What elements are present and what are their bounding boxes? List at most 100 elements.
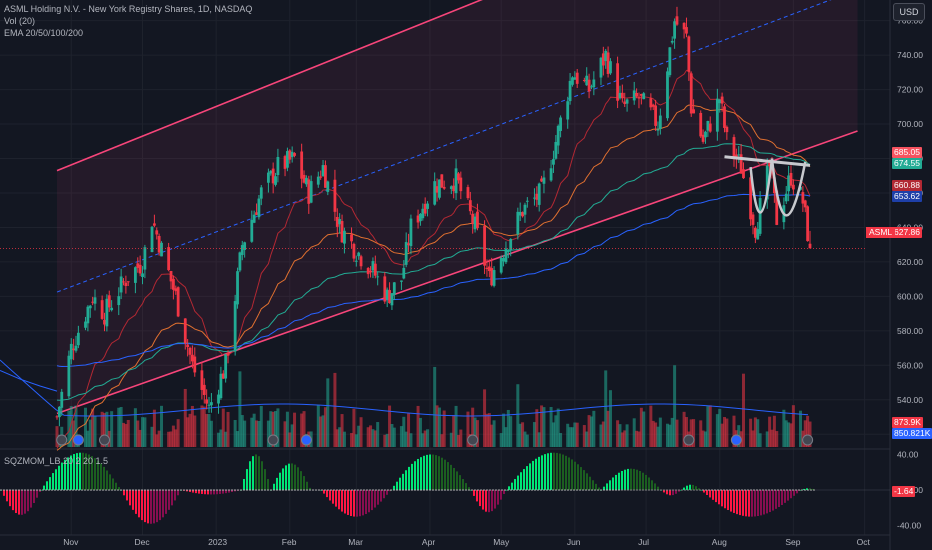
- volume-bar-164: [601, 421, 605, 447]
- volume-bar-48: [217, 432, 221, 447]
- volume-bar-214: [768, 416, 772, 447]
- volume-bar-57: [243, 420, 247, 447]
- squeeze-dot-0: [0, 489, 2, 491]
- squeeze-dot-213: [213, 489, 215, 491]
- volume-bar-226: [806, 415, 810, 447]
- volume-bar-12: [93, 416, 97, 447]
- squeeze-dot-459: [459, 489, 461, 491]
- volume-bar-83: [333, 372, 337, 447]
- squeeze-dot-75: [75, 489, 77, 491]
- candle-body-4: [69, 343, 73, 360]
- candle-body-76: [307, 179, 311, 204]
- squeeze-dot-219: [219, 489, 221, 491]
- volume-bar-172: [625, 424, 629, 447]
- momentum-bar-12-680: [680, 490, 682, 491]
- momentum-bar-13-796: [796, 490, 798, 494]
- volume-bar-165: [604, 370, 608, 447]
- squeeze-dot-441: [441, 489, 443, 491]
- momentum-bar-7-411: [411, 463, 413, 490]
- squeeze-dot-114: [114, 489, 116, 491]
- momentum-bar-5-282: [282, 468, 284, 490]
- candle-body-199: [718, 99, 722, 104]
- squeeze-dot-411: [411, 489, 413, 491]
- volume-bar-42: [193, 415, 197, 447]
- ema-legend[interactable]: EMA 20/50/100/200: [4, 28, 84, 38]
- candle-body-103: [400, 280, 403, 282]
- momentum-bar-9-580: [580, 467, 582, 490]
- volume-bar-193: [699, 420, 703, 447]
- currency-button[interactable]: USD: [893, 3, 925, 21]
- squeeze-dot-372: [372, 489, 374, 491]
- candle-body-225: [803, 200, 807, 208]
- squeeze-dot-426: [426, 489, 428, 491]
- candle-body-27: [143, 247, 147, 270]
- candle-body-148: [549, 168, 553, 181]
- volume-bar-128: [483, 389, 487, 447]
- momentum-bar-7-465: [465, 483, 467, 490]
- candle-body-45: [205, 399, 209, 404]
- squeeze-dot-102: [102, 489, 104, 491]
- momentum-bar-4-252: [252, 456, 254, 490]
- volume-bar-87: [342, 431, 346, 447]
- squeeze-dot-231: [231, 489, 233, 491]
- candlesticks: [55, 6, 812, 427]
- momentum-bar-13-763: [763, 490, 765, 515]
- candle-body-33: [167, 247, 171, 271]
- squeeze-dot-603: [603, 489, 605, 491]
- momentum-legend[interactable]: SQZMOM_LB 20 2 20 1.5: [4, 456, 109, 466]
- volume-bar-39: [186, 417, 190, 447]
- candle-body-30: [155, 230, 159, 235]
- volume-bar-106: [407, 413, 411, 447]
- candle-body-29: [152, 223, 156, 226]
- momentum-bar-2-129: [129, 490, 131, 506]
- volume-bar-118: [449, 432, 453, 447]
- candle-body-70: [288, 150, 292, 160]
- squeeze-dot-546: [546, 489, 548, 491]
- squeeze-dot-267: [267, 489, 269, 491]
- momentum-bar-0-6: [6, 490, 8, 502]
- squeeze-dot-573: [573, 489, 575, 491]
- momentum-bar-9-592: [592, 480, 594, 490]
- squeeze-dot-363: [363, 489, 365, 491]
- candle-body-106: [407, 243, 410, 246]
- squeeze-dot-438: [438, 489, 440, 491]
- squeeze-dot-408: [408, 489, 410, 491]
- candle-body-127: [476, 211, 479, 229]
- squeeze-dot-744: [744, 489, 746, 491]
- squeeze-dot-714: [714, 489, 716, 491]
- momentum-bar-5-294: [294, 464, 296, 490]
- candle-body-206: [739, 154, 743, 174]
- candle-body-110: [421, 208, 425, 219]
- squeeze-dot-159: [159, 489, 161, 491]
- volume-legend[interactable]: Vol (20): [4, 16, 36, 26]
- candle-body-26: [141, 273, 144, 277]
- squeeze-dot-666: [666, 489, 668, 491]
- squeeze-dot-3: [3, 489, 5, 491]
- volume-bar-92: [359, 417, 363, 447]
- volume-bar-99: [385, 433, 389, 447]
- squeeze-dot-417: [417, 489, 419, 491]
- squeeze-dot-144: [144, 489, 146, 491]
- squeeze-dot-9: [9, 489, 11, 491]
- squeeze-dot-78: [78, 489, 80, 491]
- squeeze-dot-720: [720, 489, 722, 491]
- squeeze-dot-450: [450, 489, 452, 491]
- candle-body-55: [238, 252, 242, 271]
- squeeze-dot-186: [186, 489, 188, 491]
- squeeze-dot-333: [333, 489, 335, 491]
- momentum-bar-3-222: [222, 490, 224, 494]
- candle-body-176: [639, 94, 643, 96]
- event-marker-4: [300, 434, 312, 446]
- squeeze-dot-24: [24, 489, 26, 491]
- volume-bar-71: [290, 424, 294, 447]
- momentum-bar-14-803: [803, 488, 805, 490]
- squeeze-dot-528: [528, 489, 530, 491]
- candle-body-119: [452, 185, 456, 192]
- volume-bar-59: [252, 413, 256, 447]
- volume-bar-29: [152, 409, 156, 447]
- volume-bar-112: [426, 429, 430, 447]
- squeeze-dot-783: [783, 489, 785, 491]
- volume-bar-18: [117, 407, 121, 447]
- squeeze-dot-357: [357, 489, 359, 491]
